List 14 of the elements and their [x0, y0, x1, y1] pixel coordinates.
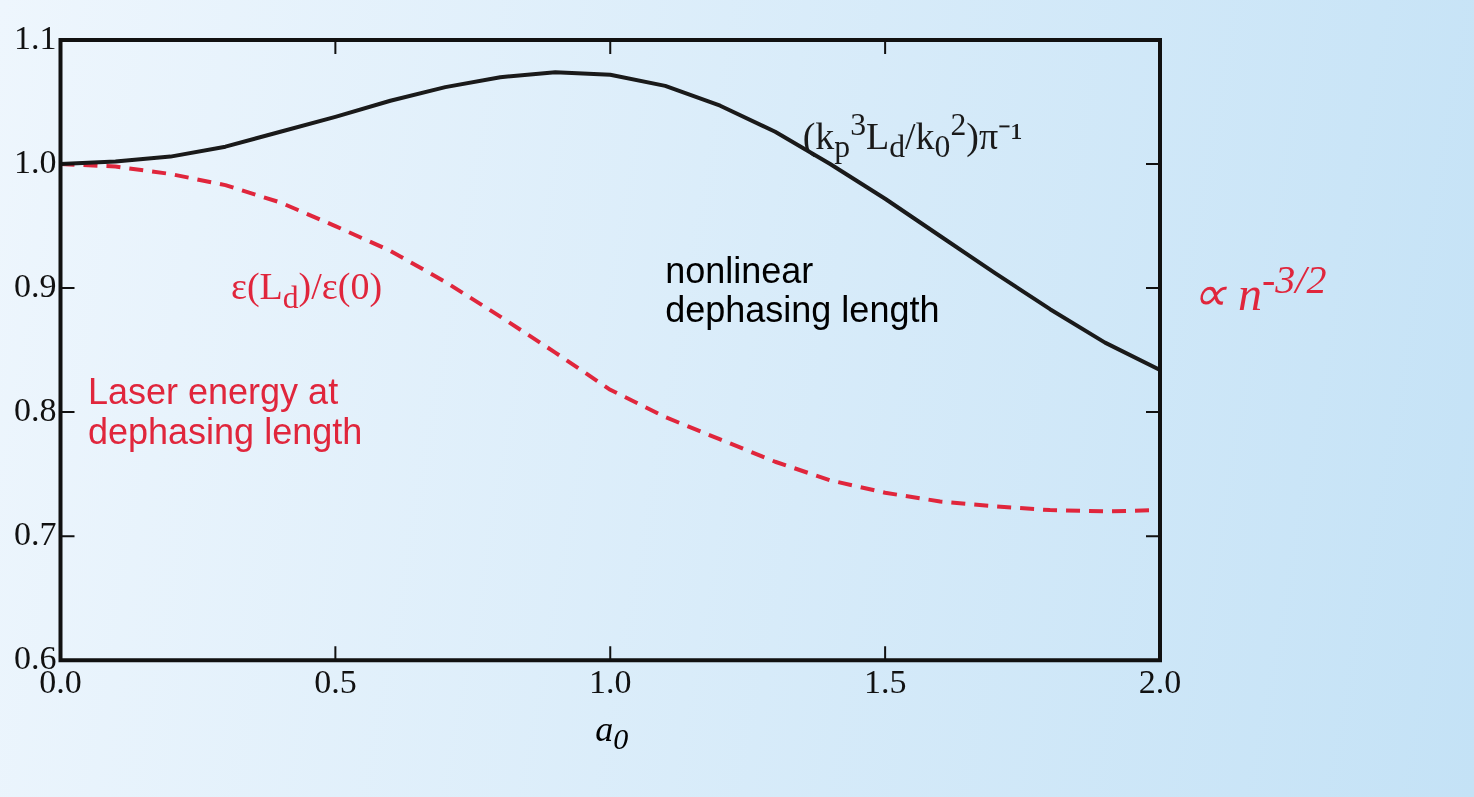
series-label: ε(L$_{d}$)/ε(0) — [230, 264, 383, 316]
y-tick-label: 1.1 — [14, 18, 57, 56]
text: ∝ n$^{-3/2}$ — [1192, 257, 1327, 321]
y-tick-label: 0.8 — [14, 391, 57, 429]
annotation: Laser energy at dephasing length — [87, 371, 364, 453]
y-tick-label: 0.9 — [14, 267, 57, 304]
x-tick-label: 0.5 — [314, 662, 357, 700]
annotation: nonlinear dephasing length — [665, 249, 941, 331]
x-tick-label: 1.0 — [589, 662, 632, 700]
x-tick-label: 2.0 — [1138, 662, 1182, 700]
y-tick-label: 0.7 — [14, 515, 57, 553]
y-tick-label: 1.0 — [14, 142, 57, 180]
x-tick-label: 1.5 — [863, 662, 907, 700]
x-axis-title: a$_{0}$ — [595, 708, 629, 757]
